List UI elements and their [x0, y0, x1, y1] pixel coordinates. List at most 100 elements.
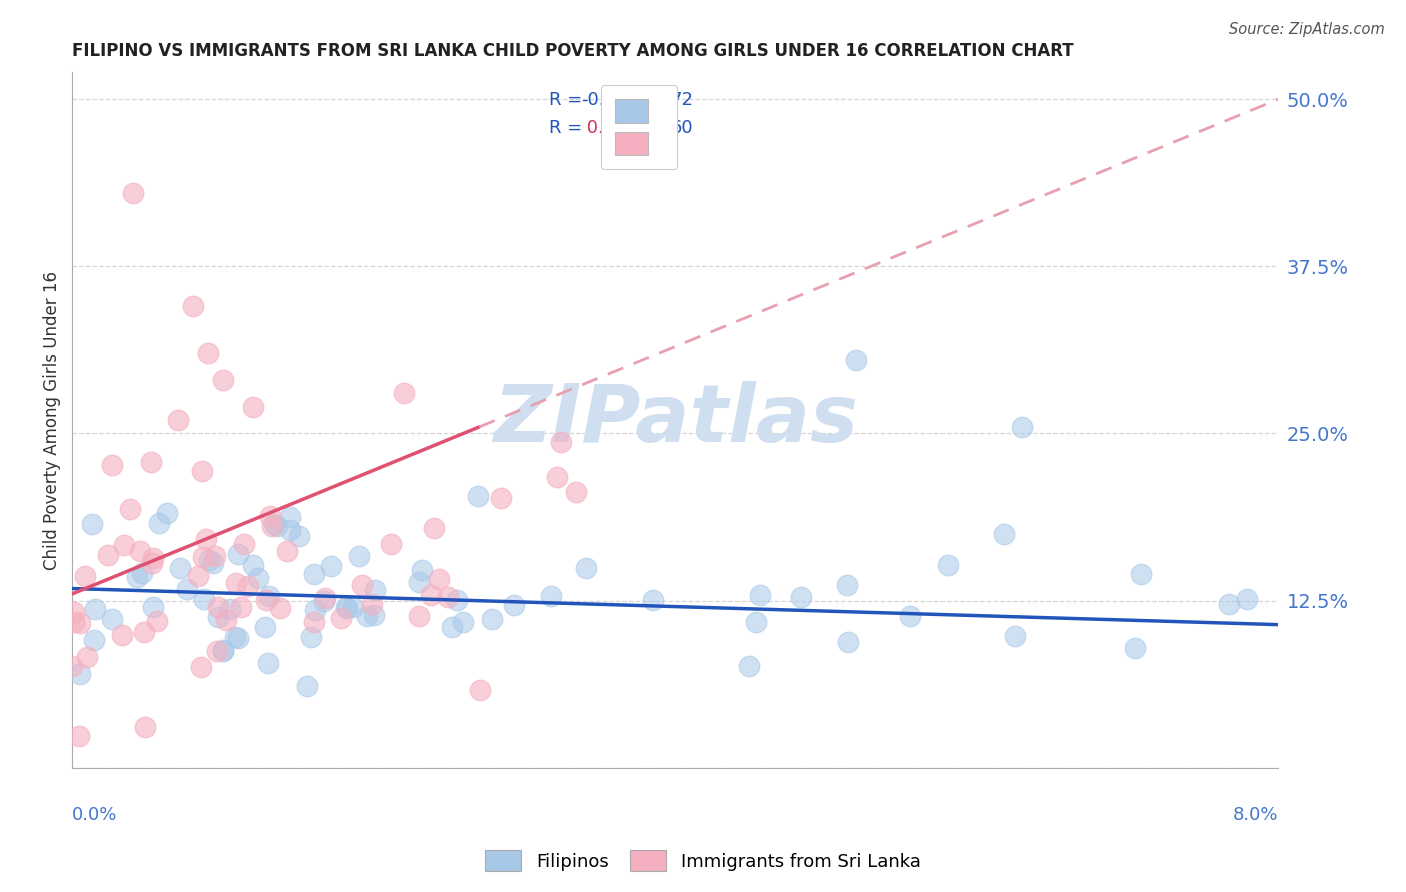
- Point: [392, 386, 415, 401]
- Point: [212, 373, 235, 387]
- Point: [790, 590, 813, 604]
- Point: [232, 537, 254, 551]
- Point: [191, 464, 214, 478]
- Point: [1236, 592, 1258, 607]
- Point: [125, 570, 148, 584]
- Point: [69, 616, 91, 631]
- Point: [745, 615, 768, 630]
- Point: [1011, 419, 1033, 434]
- Point: [181, 300, 204, 314]
- Point: [565, 484, 588, 499]
- Point: [468, 683, 491, 698]
- Point: [204, 549, 226, 563]
- Point: [489, 491, 512, 505]
- Point: [748, 588, 770, 602]
- Point: [202, 556, 225, 570]
- Y-axis label: Child Poverty Among Girls Under 16: Child Poverty Among Girls Under 16: [44, 270, 60, 570]
- Point: [287, 529, 309, 543]
- Point: [257, 590, 280, 604]
- Point: [254, 593, 277, 607]
- Point: [131, 566, 153, 580]
- Point: [356, 609, 378, 624]
- Point: [242, 558, 264, 572]
- Point: [837, 634, 859, 648]
- Point: [82, 516, 104, 531]
- Point: [60, 659, 83, 673]
- Point: [69, 667, 91, 681]
- Point: [97, 548, 120, 562]
- Point: [242, 400, 264, 414]
- Point: [361, 598, 384, 612]
- Point: [1218, 598, 1240, 612]
- Point: [408, 608, 430, 623]
- Point: [69, 729, 91, 743]
- Point: [256, 657, 278, 671]
- Point: [575, 560, 598, 574]
- Point: [1004, 629, 1026, 643]
- Point: [321, 558, 343, 573]
- Point: [83, 633, 105, 648]
- Point: [110, 628, 132, 642]
- Point: [269, 600, 291, 615]
- Point: [215, 613, 238, 627]
- Point: [207, 599, 229, 614]
- Point: [299, 631, 322, 645]
- Point: [191, 549, 214, 564]
- Point: [481, 612, 503, 626]
- Text: N =: N =: [633, 91, 685, 109]
- Point: [112, 538, 135, 552]
- Point: [194, 532, 217, 546]
- Point: [408, 574, 430, 589]
- Point: [1123, 640, 1146, 655]
- Point: [420, 589, 443, 603]
- Point: [266, 519, 288, 533]
- Point: [335, 600, 357, 615]
- Point: [546, 470, 568, 484]
- Point: [1130, 566, 1153, 581]
- Point: [845, 352, 868, 367]
- Point: [156, 506, 179, 520]
- Legend:  ,  : ,: [600, 85, 678, 169]
- Point: [304, 603, 326, 617]
- Point: [145, 614, 167, 628]
- Text: ZIPatlas: ZIPatlas: [492, 381, 858, 459]
- Point: [120, 502, 142, 516]
- Point: [148, 516, 170, 530]
- Point: [550, 434, 572, 449]
- Point: [134, 720, 156, 734]
- Point: [363, 607, 385, 622]
- Point: [134, 625, 156, 640]
- Point: [247, 571, 270, 585]
- Point: [142, 599, 165, 614]
- Point: [440, 620, 463, 634]
- Point: [446, 592, 468, 607]
- Point: [101, 458, 124, 472]
- Point: [262, 518, 284, 533]
- Point: [224, 630, 246, 644]
- Point: [835, 578, 858, 592]
- Point: [128, 543, 150, 558]
- Text: 8.0%: 8.0%: [1233, 806, 1278, 824]
- Point: [236, 579, 259, 593]
- Point: [197, 346, 219, 360]
- Point: [254, 620, 277, 634]
- Point: [197, 553, 219, 567]
- Point: [411, 563, 433, 577]
- Point: [503, 598, 526, 612]
- Point: [643, 593, 665, 607]
- Text: 60: 60: [671, 119, 693, 137]
- Point: [380, 537, 402, 551]
- Text: -0.075: -0.075: [581, 91, 638, 109]
- Point: [63, 605, 86, 619]
- Point: [314, 591, 336, 605]
- Point: [84, 601, 107, 615]
- Point: [207, 609, 229, 624]
- Point: [993, 526, 1015, 541]
- Point: [190, 660, 212, 674]
- Point: [364, 583, 387, 598]
- Point: [75, 569, 97, 583]
- Legend: Filipinos, Immigrants from Sri Lanka: Filipinos, Immigrants from Sri Lanka: [478, 843, 928, 879]
- Point: [212, 643, 235, 657]
- Point: [139, 454, 162, 468]
- Point: [141, 556, 163, 570]
